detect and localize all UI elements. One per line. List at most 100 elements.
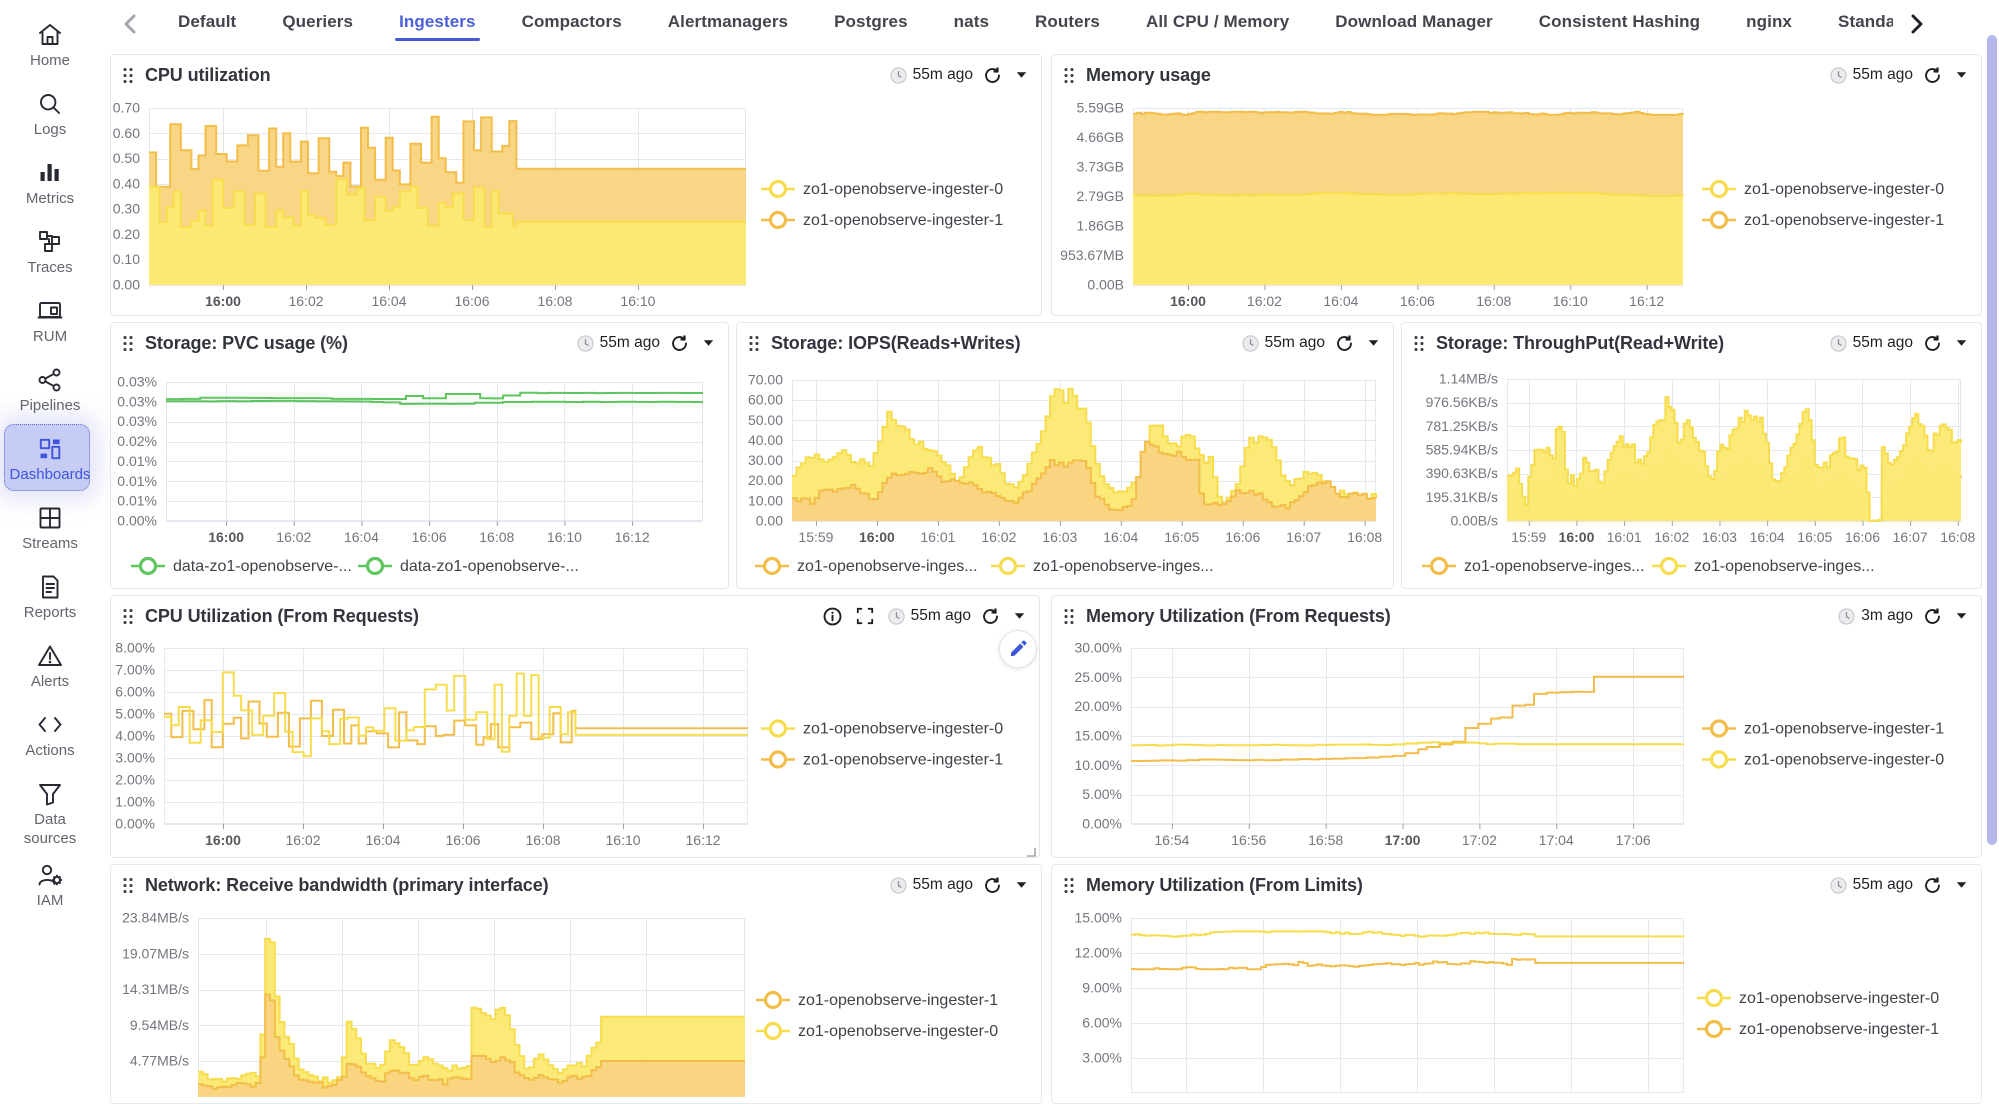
x-tick-label: 16:12 [615, 529, 650, 545]
tab-alertmanagers[interactable]: Alertmanagers [666, 0, 790, 44]
chart-canvas[interactable]: 5.59GB 4.66GB 3.73GB 2.79GB 1.86GB 953.67MB 0.… [1052, 55, 1981, 315]
sidebar-item-pipelines[interactable]: Pipelines [0, 366, 100, 415]
vertical-scrollbar-thumb[interactable] [1987, 35, 1997, 845]
sidebar-item-home[interactable]: Home [0, 21, 100, 70]
caret-down-icon[interactable] [1956, 339, 1967, 347]
chart-canvas[interactable]: 8.00% 7.00% 6.00% 5.00% 4.00% 3.00% 2.00% 1.00%… [111, 596, 1039, 857]
warning-triangle-icon [36, 642, 64, 670]
panel-resize-handle[interactable] [1026, 844, 1036, 857]
chart-canvas[interactable]: 0.70 0.60 0.50 0.40 0.30 0.20 0.10 0.00 16:00 16:… [111, 55, 1041, 315]
sidebar-item-logs[interactable]: Logs [0, 90, 100, 139]
legend-label: zo1-openobserve-inges... [1464, 558, 1645, 575]
legend-item[interactable]: zo1-openobserve-ingester-1 [761, 750, 1003, 769]
tabs-scroll-left-icon[interactable] [118, 11, 144, 37]
tab-ingesters[interactable]: Ingesters [395, 0, 480, 44]
legend-item[interactable]: zo1-openobserve-inges... [1652, 556, 1875, 576]
edit-panel-button[interactable] [999, 630, 1037, 668]
sidebar-item-alerts[interactable]: Alerts [0, 642, 100, 691]
tab-nginx[interactable]: nginx [1744, 0, 1794, 44]
legend-item[interactable]: zo1-openobserve-ingester-1 [756, 990, 998, 1010]
refresh-icon[interactable] [981, 607, 1000, 626]
sidebar-item-iam[interactable]: IAM [0, 861, 100, 910]
sidebar-item-data-sources[interactable]: Data sources [0, 780, 100, 848]
panel-header: Memory Utilization (From Requests) 3m ago [1052, 596, 1981, 636]
drag-handle-icon[interactable] [749, 334, 761, 352]
sidebar-item-streams[interactable]: Streams [0, 504, 100, 553]
refresh-icon[interactable] [1335, 334, 1354, 353]
info-icon[interactable] [823, 607, 842, 626]
tab-consistent-hashing[interactable]: Consistent Hashing [1537, 0, 1702, 44]
refresh-icon[interactable] [1923, 607, 1942, 626]
caret-down-icon[interactable] [1016, 71, 1027, 79]
legend-item[interactable]: zo1-openobserve-ingester-1 [1702, 210, 1944, 230]
legend-item[interactable]: zo1-openobserve-ingester-0 [761, 179, 1003, 199]
legend-item[interactable]: zo1-openobserve-ingester-0 [756, 1021, 998, 1041]
sidebar-item-traces[interactable]: Traces [0, 228, 100, 277]
tab-queriers[interactable]: Queriers [280, 0, 355, 44]
refresh-icon[interactable] [1923, 66, 1942, 85]
sidebar-item-dashboards[interactable]: Dashboards [0, 424, 100, 491]
tab-all-cpu-memory[interactable]: All CPU / Memory [1144, 0, 1291, 44]
sidebar-item-actions[interactable]: Actions [0, 711, 100, 760]
drag-handle-icon[interactable] [123, 876, 135, 894]
legend-item[interactable]: zo1-openobserve-inges... [755, 556, 978, 576]
panel-title: Memory Utilization (From Limits) [1086, 874, 1363, 895]
drag-handle-icon[interactable] [123, 334, 135, 352]
tabs-scroll-right-icon[interactable] [1903, 11, 1929, 37]
drag-handle-icon[interactable] [1064, 66, 1076, 84]
series-area [1507, 397, 1961, 521]
refresh-icon[interactable] [983, 876, 1002, 895]
tab-default[interactable]: Default [176, 0, 238, 44]
tab-routers[interactable]: Routers [1033, 0, 1102, 44]
refresh-icon[interactable] [1923, 876, 1942, 895]
panel-cpu-utilization: CPU utilization 55m ago 0.70 0.60 0.50 0.40 0.… [110, 54, 1042, 316]
legend-item[interactable]: zo1-openobserve-inges... [1422, 556, 1645, 576]
panel-title: CPU utilization [145, 64, 271, 85]
tab-label: Standalone [1838, 12, 1893, 31]
fullscreen-icon[interactable] [856, 607, 874, 625]
drag-handle-icon[interactable] [123, 607, 135, 625]
drag-handle-icon[interactable] [1064, 876, 1076, 894]
legend-item[interactable]: data-zo1-openobserve-... [131, 556, 352, 576]
chart-canvas[interactable]: 70.00 60.00 50.00 40.00 30.00 20.00 10.00 0.00 1… [737, 323, 1393, 588]
caret-down-icon[interactable] [1956, 881, 1967, 889]
legend-item[interactable]: zo1-openobserve-ingester-1 [761, 210, 1003, 230]
legend-item[interactable]: zo1-openobserve-ingester-0 [1702, 750, 1944, 769]
legend-marker-icon [131, 556, 165, 576]
legend-item[interactable]: zo1-openobserve-ingester-0 [761, 719, 1003, 738]
tab-postgres[interactable]: Postgres [832, 0, 910, 44]
sidebar-item-metrics[interactable]: Metrics [0, 159, 100, 208]
legend-item[interactable]: zo1-openobserve-ingester-1 [1702, 719, 1944, 738]
chart-canvas[interactable]: 0.03% 0.03% 0.03% 0.02% 0.01% 0.01% 0.01% 0.00%… [111, 323, 728, 588]
chart-canvas[interactable]: 23.84MB/s 19.07MB/s 14.31MB/s 9.54MB/s 4.77M… [111, 865, 1041, 1103]
caret-down-icon[interactable] [1014, 612, 1025, 620]
tab-compactors[interactable]: Compactors [520, 0, 624, 44]
caret-down-icon[interactable] [1368, 339, 1379, 347]
legend-label: zo1-openobserve-ingester-0 [803, 721, 1003, 738]
refresh-icon[interactable] [1923, 334, 1942, 353]
legend-item[interactable]: zo1-openobserve-ingester-1 [1697, 1019, 1939, 1039]
drag-handle-icon[interactable] [1414, 334, 1426, 352]
legend-item[interactable]: zo1-openobserve-inges... [991, 556, 1214, 576]
caret-down-icon[interactable] [1956, 71, 1967, 79]
legend-item[interactable]: zo1-openobserve-ingester-0 [1702, 179, 1944, 199]
chart-canvas[interactable]: 30.00% 25.00% 20.00% 15.00% 10.00% 5.00% 0.00%… [1052, 596, 1981, 857]
legend-item[interactable]: zo1-openobserve-ingester-0 [1697, 988, 1939, 1008]
sidebar-item-reports[interactable]: Reports [0, 573, 100, 622]
drag-handle-icon[interactable] [1064, 607, 1076, 625]
chart-canvas[interactable]: 1.14MB/s 976.56KB/s 781.25KB/s 585.94KB/s 39… [1402, 323, 1981, 588]
tab-standalone[interactable]: Standalone [1836, 0, 1893, 44]
tab-nats[interactable]: nats [952, 0, 991, 44]
sidebar-item-rum[interactable]: RUM [0, 297, 100, 346]
refresh-icon[interactable] [670, 334, 689, 353]
drag-handle-icon[interactable] [123, 66, 135, 84]
tab-download-manager[interactable]: Download Manager [1333, 0, 1494, 44]
y-tick-label: 12.00% [1075, 945, 1122, 961]
chart-canvas[interactable]: 15.00% 12.00% 9.00% 6.00% 3.00% zo1-openobser… [1052, 865, 1981, 1103]
panel-storage-throughput-read-write: Storage: ThroughPut(Read+Write) 55m ago 1.… [1401, 322, 1982, 589]
caret-down-icon[interactable] [703, 339, 714, 347]
caret-down-icon[interactable] [1016, 881, 1027, 889]
refresh-icon[interactable] [983, 66, 1002, 85]
legend-item[interactable]: data-zo1-openobserve-... [358, 556, 579, 576]
caret-down-icon[interactable] [1956, 612, 1967, 620]
